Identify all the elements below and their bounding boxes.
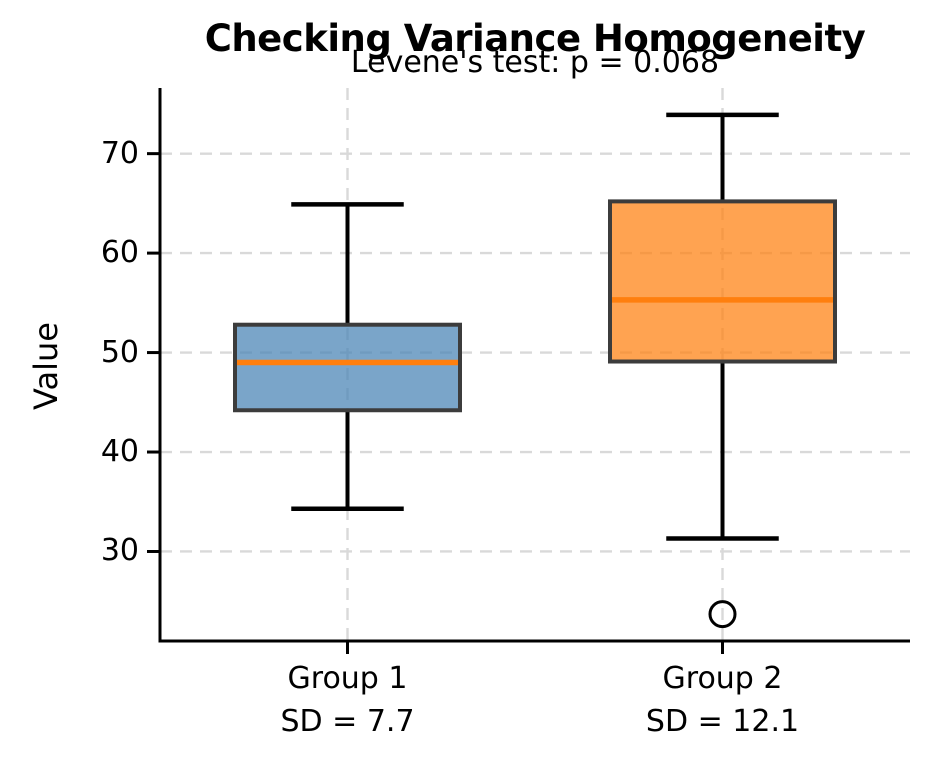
box-rect xyxy=(233,322,462,413)
y-tick-label: 70 xyxy=(100,135,139,171)
outlier-point xyxy=(708,600,737,629)
y-tick-label: 60 xyxy=(100,235,139,271)
y-tick-label: 30 xyxy=(100,533,139,569)
x-tick-label: Group 1 SD = 7.7 xyxy=(188,658,508,743)
group-label: Group 1 xyxy=(287,661,408,696)
group-sd-label: SD = 7.7 xyxy=(280,703,415,739)
y-tick-label: 40 xyxy=(100,434,139,470)
group-sd-label: SD = 12.1 xyxy=(645,703,800,739)
x-tick-label: Group 2 SD = 12.1 xyxy=(563,658,883,743)
chart-subtitle: Levene's test: p = 0.068 xyxy=(350,45,720,80)
chart-title: Checking Variance Homogeneity xyxy=(204,17,866,60)
y-tick-label: 50 xyxy=(100,334,139,370)
box-rect xyxy=(608,199,837,364)
group-label: Group 2 xyxy=(662,661,783,696)
